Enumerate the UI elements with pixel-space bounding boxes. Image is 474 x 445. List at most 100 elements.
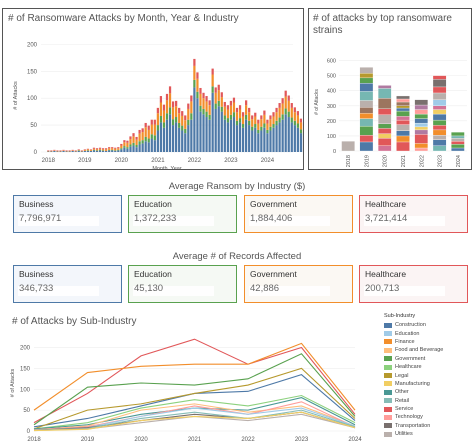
legend-item[interactable]: Manufacturing [384, 380, 472, 388]
kpi-value: 1,372,233 [134, 213, 177, 224]
strain-segment [396, 116, 410, 121]
bar-segment [101, 150, 105, 152]
legend-item[interactable]: Utilities [384, 430, 472, 438]
subindustry-chart[interactable]: 0 50 100 150 200 2018 2019 2020 2021 2022 2023 2024… [0, 327, 378, 445]
legend-item[interactable]: Other [384, 388, 472, 396]
bar-segment [144, 136, 147, 142]
strain-segment [451, 135, 465, 139]
bar-segment [105, 149, 108, 151]
legend-item[interactable]: Healthcare [384, 363, 472, 371]
legend-item[interactable]: Finance [384, 338, 472, 346]
bar-segment [196, 91, 199, 99]
strain-segment [377, 108, 392, 115]
strain-segment [396, 110, 410, 117]
bar-segment [147, 142, 150, 152]
strain-segment [414, 147, 429, 152]
bar-segment [123, 147, 126, 152]
legend-item[interactable]: Service [384, 405, 472, 413]
bar-segment [220, 92, 223, 98]
strain-segment [377, 88, 392, 99]
legend-swatch [384, 347, 392, 353]
bar-segment [205, 117, 208, 152]
bar-segment [141, 140, 144, 144]
strain-segment [414, 122, 429, 128]
bar-segment [248, 120, 251, 126]
bar-segment [92, 147, 96, 149]
bar-segment [83, 150, 86, 152]
legend-item[interactable]: Retail [384, 397, 472, 405]
legend-item[interactable]: Transportation [384, 422, 472, 430]
bar-segment [187, 125, 190, 152]
legend-item[interactable]: Technology [384, 413, 472, 421]
bar-segment [135, 145, 138, 148]
bar-segment [101, 150, 105, 151]
y-tick-label: 400 [327, 89, 336, 95]
bar-segment [144, 127, 147, 137]
bar-segment [211, 86, 214, 93]
strain-segment [359, 73, 374, 79]
strain-segment [377, 133, 392, 139]
y-axis-label: # of Attacks [13, 81, 19, 110]
series-line [33, 342, 356, 411]
y-tick-label: 50 [23, 408, 30, 414]
x-tick-label: 2023 [438, 155, 444, 167]
bar-segment [47, 150, 50, 151]
strain-segment [432, 135, 447, 140]
bar-segment [184, 133, 187, 152]
bar-segment [232, 112, 236, 118]
legend-swatch [384, 364, 392, 370]
legend-item[interactable]: Legal [384, 371, 472, 379]
bar-segment [117, 150, 120, 152]
kpi-card-healthcare: Healthcare 200,713 [359, 265, 468, 303]
bar-segment [175, 117, 178, 123]
strain-segment [377, 145, 392, 152]
kpi-bar [18, 216, 99, 226]
bar-segment [266, 119, 269, 124]
bar-segment [178, 113, 181, 123]
bar-segment [171, 101, 175, 108]
bar-segment [153, 124, 156, 136]
bar-segment [208, 114, 211, 120]
bar-segment [281, 119, 284, 152]
y-tick-label: 150 [27, 69, 38, 75]
strains-chart[interactable]: 0 100 200 300 400 500 600 2018 2019 2020 2021 2022 2… [309, 9, 471, 169]
bar-segment [287, 111, 290, 118]
strains-panel: # of attacks by top ransomware strains 0… [308, 8, 472, 170]
bar-segment [129, 144, 132, 147]
series-line [33, 367, 356, 430]
bar-segment [111, 149, 114, 151]
bar-segment [95, 150, 99, 152]
y-tick-label: 150 [20, 366, 31, 372]
bar-segment [254, 124, 257, 128]
bar-segment [190, 113, 193, 120]
bar-segment [181, 130, 184, 152]
bar-segment [217, 90, 220, 101]
bar-segment [287, 117, 290, 152]
legend-item[interactable]: Construction [384, 321, 472, 329]
monthly-attacks-chart[interactable]: 0 50 100 150 200 2018 2019 2020 2021 2022 2023 2024… [3, 9, 303, 169]
legend-label: Transportation [395, 422, 431, 429]
y-axis-label: # of Attacks [10, 369, 16, 398]
bar-segment [266, 123, 269, 130]
bar-segment [269, 119, 272, 127]
bar-segment [299, 122, 303, 130]
bar-segment [251, 115, 254, 120]
bar-segment [293, 112, 296, 121]
kpi-label: Business [19, 269, 54, 279]
bar-segment [138, 133, 141, 142]
strain-segment [451, 144, 465, 149]
legend-item[interactable]: Government [384, 355, 472, 363]
legend-label: Healthcare [395, 364, 422, 371]
legend-item[interactable]: Food and Beverage [384, 346, 472, 354]
bar-segment [257, 119, 260, 124]
bar-segment [162, 127, 166, 152]
legend-item[interactable]: Education [384, 329, 472, 337]
bar-segment [284, 96, 287, 109]
strain-segment [359, 141, 374, 152]
strain-segment [396, 95, 410, 100]
bar-segment [272, 127, 275, 152]
bar-segment [144, 122, 147, 128]
bar-segment [77, 150, 80, 151]
bar-segment [50, 150, 53, 151]
strain-segment [377, 114, 392, 125]
